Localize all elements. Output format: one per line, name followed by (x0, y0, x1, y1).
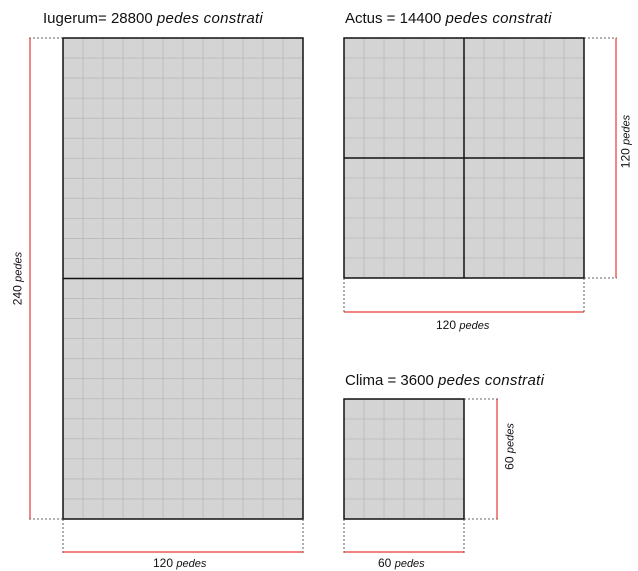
actus-width-label: 120 pedes (436, 318, 489, 333)
clima-title-unit: pedes constrati (437, 372, 545, 389)
actus-width-unit: pedes (459, 320, 490, 332)
actus-field-outline (343, 37, 585, 279)
clima-width-label: 60 pedes (378, 556, 425, 571)
iugerum-height-value: 240 (10, 285, 25, 306)
clima-height-value: 60 (502, 456, 517, 470)
iugerum-height-unit: pedes (12, 251, 25, 282)
iugerum-width-label: 120 pedes (153, 556, 206, 571)
clima-height-unit: pedes (504, 423, 517, 454)
clima-width-unit: pedes (394, 558, 425, 570)
clima-title-prefix: Clima = 3600 (345, 372, 434, 389)
actus-width-value: 120 (436, 318, 457, 332)
iugerum-width-value: 120 (153, 556, 174, 570)
iugerum-title: Iugerum= 28800 pedes constrati (43, 10, 263, 28)
actus-title-unit: pedes constrati (445, 10, 552, 27)
iugerum-title-prefix: Iugerum= 28800 (43, 10, 153, 27)
iugerum-width-unit: pedes (176, 558, 207, 570)
actus-height-unit: pedes (620, 114, 633, 145)
actus-title: Actus = 14400 pedes constrati (345, 10, 552, 28)
clima-title: Clima = 3600 pedes constrati (345, 372, 544, 390)
clima-height-label: 60 pedes (503, 417, 518, 477)
clima-field-outline (343, 398, 465, 520)
actus-title-prefix: Actus = 14400 (345, 10, 442, 27)
actus-height-value: 120 (618, 148, 633, 169)
iugerum-height-label: 240 pedes (11, 249, 26, 309)
iugerum-title-unit: pedes constrati (156, 10, 264, 27)
actus-height-label: 120 pedes (619, 112, 634, 172)
clima-width-value: 60 (378, 556, 392, 570)
iugerum-field-outline (62, 37, 304, 520)
